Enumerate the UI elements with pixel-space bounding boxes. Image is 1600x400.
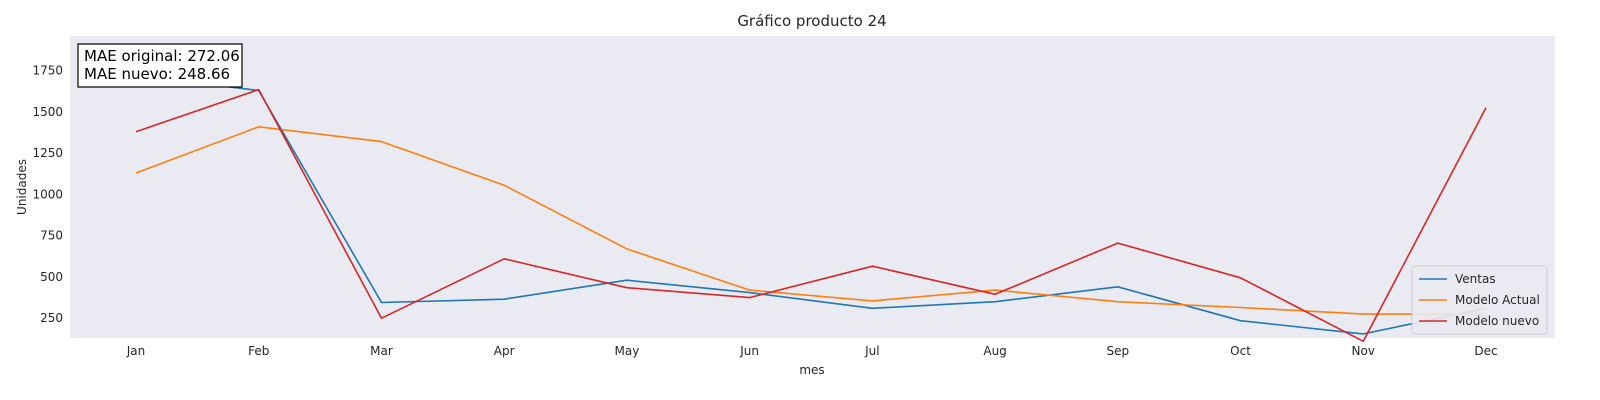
annotation-box: [77, 43, 243, 88]
x-tick-label: Jul: [864, 344, 879, 358]
x-tick-label: May: [615, 344, 640, 358]
x-tick-label: Dec: [1474, 344, 1497, 358]
y-tick-label: 1500: [32, 105, 63, 119]
annotation-line-1: MAE original: 272.06: [84, 47, 240, 65]
x-tick-label: Sep: [1107, 344, 1130, 358]
legend-label: Modelo Actual: [1455, 293, 1540, 307]
y-tick-label: 500: [40, 270, 63, 284]
chart-title: Gráfico producto 24: [737, 12, 886, 30]
y-tick-label: 250: [40, 311, 63, 325]
x-tick-label: Oct: [1230, 344, 1251, 358]
mae-annotation: MAE original: 272.06 MAE nuevo: 248.66: [77, 43, 243, 88]
y-axis-label: Unidades: [15, 159, 29, 215]
plot-area: [70, 36, 1555, 338]
x-tick-label: Aug: [983, 344, 1006, 358]
series-line-modelo-nuevo: [135, 88, 1487, 343]
x-tick-label: Jan: [126, 344, 146, 358]
x-tick-label: Mar: [370, 344, 393, 358]
y-tick-label: 1750: [32, 64, 63, 78]
x-tick-label: Nov: [1352, 344, 1375, 358]
y-tick-label: 1250: [32, 146, 63, 160]
legend: Ventas Modelo Actual Modelo nuevo: [1411, 265, 1548, 335]
series-line-ventas: [135, 74, 1487, 335]
x-axis-label: mes: [799, 363, 824, 377]
legend-box: [1411, 265, 1548, 335]
x-tick-label: Apr: [494, 344, 515, 358]
series-lines: [135, 74, 1487, 343]
legend-label: Modelo nuevo: [1455, 314, 1539, 328]
x-tick-label: Jun: [739, 344, 759, 358]
y-axis-ticks: 250 500 750 1000 1250 1500 1750: [32, 64, 63, 326]
x-tick-label: Feb: [248, 344, 269, 358]
annotation-line-2: MAE nuevo: 248.66: [84, 65, 230, 83]
x-axis-ticks: Jan Feb Mar Apr May Jun Jul Aug Sep Oct Nov Dec: [126, 344, 1498, 358]
legend-label: Ventas: [1455, 272, 1496, 286]
series-line-modelo-actual: [135, 126, 1486, 315]
y-tick-label: 1000: [32, 187, 63, 201]
y-tick-label: 750: [40, 229, 63, 243]
